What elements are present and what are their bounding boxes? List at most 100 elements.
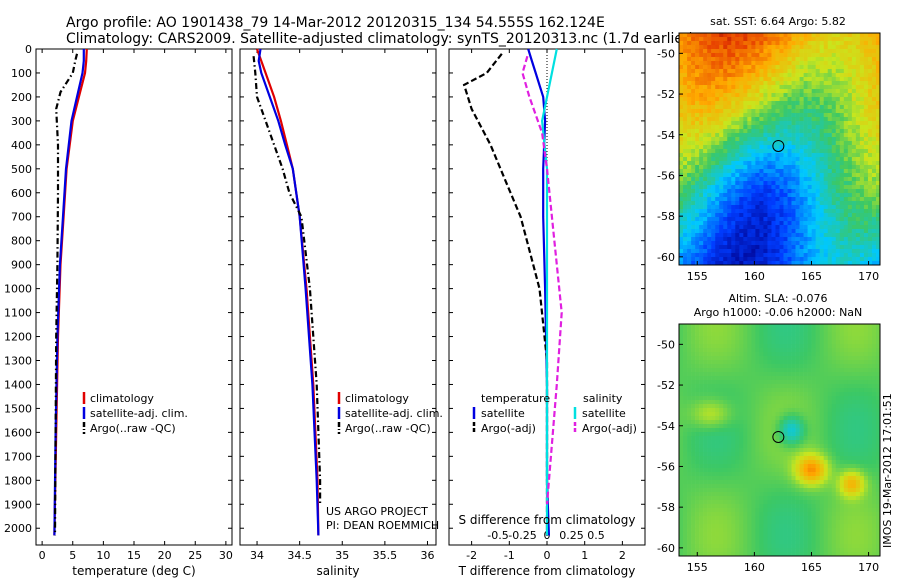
map-cell xyxy=(795,41,800,46)
map-cell xyxy=(755,193,760,198)
map-cell xyxy=(743,225,748,230)
map-cell xyxy=(859,408,865,413)
map-cell xyxy=(751,157,756,162)
map-cell xyxy=(787,193,792,198)
x-tick-label: 10 xyxy=(96,549,110,562)
map-cell xyxy=(799,448,804,453)
map-cell xyxy=(703,324,708,329)
map-cell xyxy=(839,420,845,425)
map-cell xyxy=(863,141,869,146)
map-cell xyxy=(815,45,820,50)
map-cell xyxy=(739,57,744,62)
map-cell xyxy=(703,436,708,441)
map-cell xyxy=(771,436,776,441)
map-cell xyxy=(687,352,692,357)
map-cell xyxy=(707,340,712,345)
map-cell xyxy=(835,201,841,206)
map-cell xyxy=(683,185,688,190)
map-y-tick-label: -58 xyxy=(657,210,675,223)
map-cell xyxy=(743,420,748,425)
map-cell xyxy=(719,412,724,417)
map-cell xyxy=(803,428,808,433)
map-cell xyxy=(755,109,760,114)
map-cell xyxy=(767,69,772,74)
map-cell xyxy=(863,396,869,401)
map-cell xyxy=(687,249,692,254)
map-cell xyxy=(827,73,833,78)
map-cell xyxy=(831,41,837,46)
map-cell xyxy=(747,213,752,218)
map-cell xyxy=(819,424,825,429)
map-cell xyxy=(791,352,796,357)
map-cell xyxy=(855,344,861,349)
map-cell xyxy=(867,464,873,469)
map-cell xyxy=(875,241,881,246)
map-cell xyxy=(791,101,796,106)
map-cell xyxy=(859,193,865,198)
map-cell xyxy=(839,141,845,146)
map-cell xyxy=(735,189,740,194)
map-cell xyxy=(831,213,837,218)
title-line-1: Argo profile: AO 1901438_79 14-Mar-2012 … xyxy=(66,15,605,31)
map-cell xyxy=(803,229,808,234)
map-cell xyxy=(679,157,684,162)
map-cell xyxy=(831,109,837,114)
map-cell xyxy=(859,85,865,90)
map-cell xyxy=(679,205,684,210)
map-cell xyxy=(691,197,696,202)
map-cell xyxy=(831,344,837,349)
map-cell xyxy=(855,185,861,190)
map-cell xyxy=(867,388,873,393)
map-cell xyxy=(799,328,804,333)
map-cell xyxy=(679,324,684,329)
map-cell xyxy=(723,41,728,46)
map-cell xyxy=(755,368,760,373)
map-cell xyxy=(855,424,861,429)
map-cell xyxy=(699,468,704,473)
map-cell xyxy=(835,49,841,54)
map-cell xyxy=(771,177,776,182)
map-cell xyxy=(787,157,792,162)
map-cell xyxy=(731,384,736,389)
map-cell xyxy=(711,213,716,218)
map-cell xyxy=(783,416,788,421)
map-cell xyxy=(759,197,764,202)
map-cell xyxy=(875,400,881,405)
map-cell xyxy=(695,205,700,210)
map-cell xyxy=(851,65,857,70)
map-cell xyxy=(783,356,788,361)
map-cell xyxy=(683,81,688,86)
map-cell xyxy=(843,372,849,377)
map-cell xyxy=(699,49,704,54)
map-cell xyxy=(847,420,853,425)
map-cell xyxy=(835,392,841,397)
map-cell xyxy=(759,261,764,266)
map-cell xyxy=(843,332,849,337)
map-cell xyxy=(731,352,736,357)
map-cell xyxy=(759,380,764,385)
map-cell xyxy=(791,77,796,82)
map-cell xyxy=(743,221,748,226)
map-cell xyxy=(779,89,784,94)
map-cell xyxy=(795,81,800,86)
map-cell xyxy=(695,169,700,174)
map-cell xyxy=(683,117,688,122)
map-cell xyxy=(723,137,728,142)
map-cell xyxy=(771,65,776,70)
map-cell xyxy=(791,364,796,369)
map-cell xyxy=(679,336,684,341)
map-cell xyxy=(699,460,704,465)
map-cell xyxy=(799,145,804,150)
map-cell xyxy=(807,336,812,341)
map-cell xyxy=(751,201,756,206)
map-cell xyxy=(855,45,861,50)
map-cell xyxy=(823,452,829,457)
map-cell xyxy=(687,193,692,198)
map-cell xyxy=(839,185,845,190)
map-cell xyxy=(695,41,700,46)
map-cell xyxy=(775,408,780,413)
map-cell xyxy=(791,392,796,397)
map-cell xyxy=(871,336,877,341)
map-cell xyxy=(863,181,869,186)
map-cell xyxy=(875,57,881,62)
